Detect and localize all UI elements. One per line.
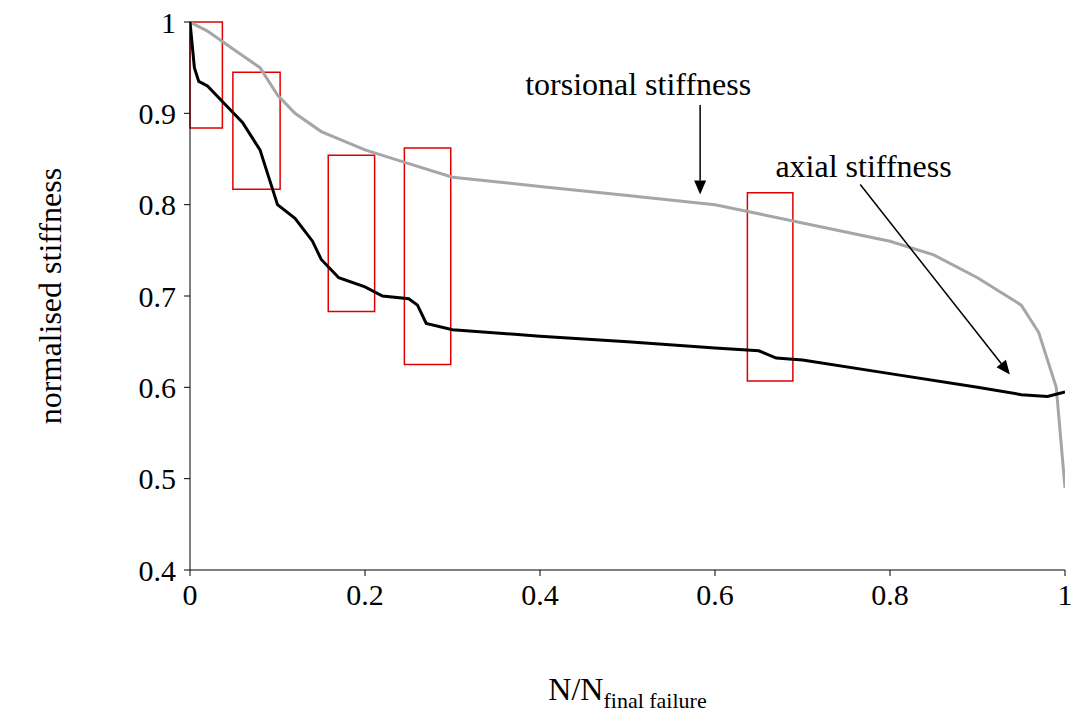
svg-text:0.2: 0.2 — [346, 578, 384, 611]
svg-text:0.4: 0.4 — [521, 578, 559, 611]
svg-text:0.7: 0.7 — [139, 280, 177, 313]
svg-text:0.8: 0.8 — [139, 188, 177, 221]
svg-text:1: 1 — [161, 6, 176, 39]
svg-text:0.6: 0.6 — [139, 371, 177, 404]
svg-text:0.6: 0.6 — [696, 578, 734, 611]
svg-text:0: 0 — [183, 578, 198, 611]
svg-text:0.8: 0.8 — [871, 578, 909, 611]
svg-text:1: 1 — [1058, 578, 1073, 611]
svg-text:0.5: 0.5 — [139, 462, 177, 495]
svg-text:0.4: 0.4 — [139, 554, 177, 587]
svg-text:normalised stiffness: normalised stiffness — [32, 168, 68, 424]
svg-text:axial stiffness: axial stiffness — [775, 148, 951, 184]
svg-text:torsional stiffness: torsional stiffness — [525, 66, 751, 102]
svg-text:0.9: 0.9 — [139, 97, 177, 130]
svg-text:N/Nfinal failure: N/Nfinal failure — [548, 671, 706, 713]
